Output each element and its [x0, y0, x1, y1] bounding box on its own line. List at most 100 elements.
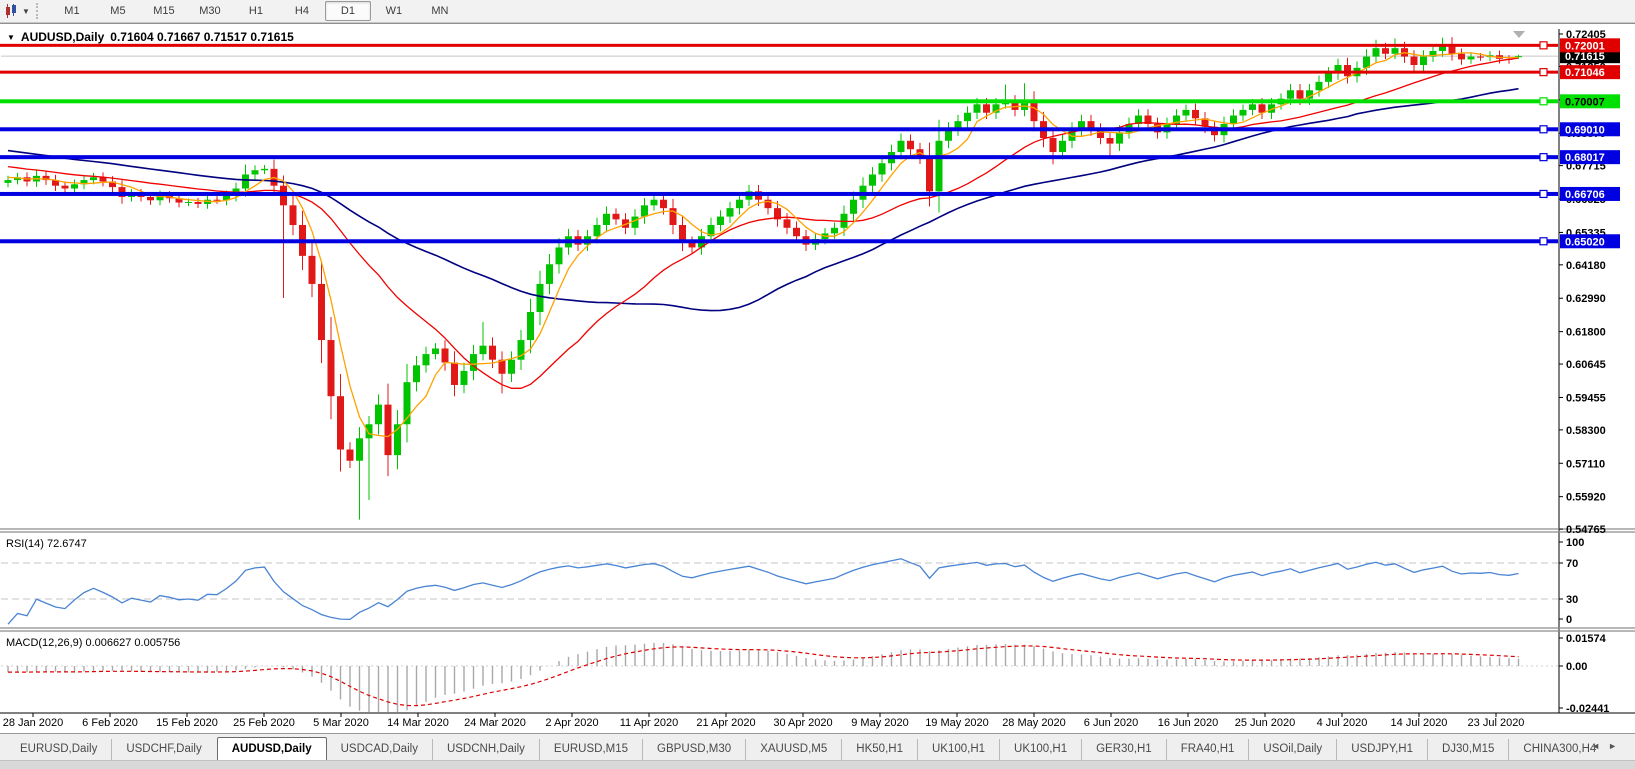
- price-tag-label: 0.69010: [1565, 124, 1605, 136]
- price-tag: [1560, 186, 1620, 201]
- price-axis-tick: 0.58300: [1566, 425, 1606, 437]
- macd-axis-label: -0.02441: [1566, 703, 1609, 715]
- price-tag: [1560, 38, 1620, 53]
- tab-EURUSD-Daily[interactable]: EURUSD,Daily: [20, 743, 98, 755]
- tab-USDCHF-Daily[interactable]: USDCHF,Daily: [111, 739, 215, 760]
- price-axis-tick: 0.57110: [1566, 458, 1605, 470]
- macd-values: 0.006627 0.005756: [85, 637, 181, 649]
- tab-bar: EURUSD,Daily USDCHF,Daily AUDUSD,Daily USDC…: [0, 733, 1635, 769]
- dropdown-triangle-icon[interactable]: ▼: [7, 32, 15, 42]
- date-axis-label: 25 Feb 2020: [233, 717, 295, 729]
- rsi-axis-label: 70: [1566, 558, 1578, 570]
- timeframe-button-M5[interactable]: M5: [110, 5, 126, 17]
- timeframe-button-M30[interactable]: M30: [199, 5, 221, 17]
- macd-axis-label: 0.00: [1566, 661, 1587, 673]
- price-tag: [1560, 150, 1620, 165]
- hline-0.71046: [0, 70, 1558, 74]
- macd-indicator-label: MACD(12,26,9) 0.006627 0.005756: [6, 637, 180, 649]
- tab-XAUUSD-M5[interactable]: XAUUSD,M5: [745, 739, 841, 760]
- tab-HK50-H1[interactable]: HK50,H1: [841, 739, 917, 760]
- hline-handle: [1539, 153, 1548, 162]
- date-axis-label: 28 Jan 2020: [3, 717, 64, 729]
- tab-USOil-Daily[interactable]: USOil,Daily: [1248, 739, 1336, 760]
- price-axis-tick: 0.60645: [1566, 359, 1606, 371]
- price-axis-tick: 0.62990: [1566, 293, 1606, 305]
- tab-FRA40-H1[interactable]: FRA40,H1: [1165, 739, 1249, 760]
- symbol-period-label: AUDUSD,Daily: [20, 30, 105, 44]
- hline-0.66706: [0, 191, 1558, 196]
- hline-0.68017: [0, 155, 1558, 160]
- tab-scroll-left-icon[interactable]: ◄: [1591, 741, 1609, 751]
- tabbar-bottom-strip: [0, 760, 1635, 769]
- date-axis-label: 14 Mar 2020: [387, 717, 449, 729]
- price-tag-label: 0.71046: [1565, 67, 1605, 79]
- ma-5: [7, 52, 1519, 438]
- chevron-down-icon[interactable]: ▼: [22, 6, 30, 16]
- hline-handle: [1539, 68, 1548, 77]
- tab-GBPUSD-M30[interactable]: GBPUSD,M30: [642, 739, 745, 760]
- timeframe-button-M1[interactable]: M1: [64, 5, 80, 17]
- hline-handle: [1539, 41, 1548, 50]
- date-axis-label: 4 Jul 2020: [1317, 717, 1368, 729]
- chart-type-icon[interactable]: [4, 4, 20, 18]
- price-tag: [1560, 234, 1620, 249]
- timeframe-button-W1[interactable]: W1: [385, 5, 403, 17]
- date-axis-label: 19 May 2020: [925, 717, 989, 729]
- date-axis-label: 16 Jun 2020: [1158, 717, 1219, 729]
- tab-AUDUSD-Daily[interactable]: AUDUSD,Daily: [216, 737, 327, 760]
- price-tag-label: 0.68017: [1565, 152, 1605, 164]
- tab-USDCNH-Daily[interactable]: USDCNH,Daily: [431, 739, 539, 760]
- hline-0.72001: [0, 43, 1558, 47]
- timeframe-button-H4[interactable]: H4: [294, 5, 309, 17]
- date-axis-label: 24 Mar 2020: [464, 717, 526, 729]
- hline-0.70007: [0, 99, 1558, 104]
- date-axis-label: 15 Feb 2020: [156, 717, 218, 729]
- rsi-value: 72.6747: [46, 538, 87, 550]
- date-axis-label: 30 Apr 2020: [773, 717, 832, 729]
- price-tag-label: 0.72001: [1565, 40, 1605, 52]
- ma-45: [7, 87, 1519, 312]
- tab-UK100-H1[interactable]: UK100,H1: [916, 739, 999, 760]
- hline-handle: [1539, 125, 1548, 134]
- timeframe-button-H1[interactable]: H1: [248, 5, 263, 17]
- tab-USDJPY-H1[interactable]: USDJPY,H1: [1336, 739, 1427, 760]
- price-chart[interactable]: 0.724050.712500.700600.688700.677150.665…: [0, 25, 1635, 734]
- timeframe-button-M15[interactable]: M15: [153, 5, 175, 17]
- hline-handle: [1539, 237, 1548, 246]
- hline-0.65020: [0, 239, 1558, 244]
- tab-UK100-H1[interactable]: UK100,H1: [999, 739, 1081, 760]
- tab-CHINA300-H4[interactable]: CHINA300,H4: [1508, 739, 1610, 760]
- rsi-axis-label: 100: [1566, 537, 1584, 549]
- symbol-tabs: EURUSD,Daily USDCHF,Daily AUDUSD,Daily USDC…: [0, 734, 1635, 760]
- date-axis-label: 21 Apr 2020: [696, 717, 755, 729]
- price-axis-tick: 0.59455: [1566, 392, 1606, 404]
- tab-scroll-right-icon[interactable]: ►: [1608, 741, 1625, 751]
- rsi-indicator-label: RSI(14) 72.6747: [6, 538, 87, 550]
- macd-axis-label: 0.01574: [1566, 633, 1607, 645]
- date-axis-label: 25 Jun 2020: [1235, 717, 1296, 729]
- timeframe-button-MN[interactable]: MN: [431, 5, 449, 17]
- price-tag-label: 0.71615: [1565, 51, 1605, 63]
- toolbar-grip: [35, 3, 41, 19]
- chart-shift-marker: [1513, 31, 1525, 38]
- price-axis-tick: 0.54765: [1566, 524, 1606, 536]
- tab-GER30-H1[interactable]: GER30,H1: [1081, 739, 1166, 760]
- tab-DJ30-M15[interactable]: DJ30,M15: [1426, 739, 1508, 760]
- rsi-line: [7, 558, 1519, 625]
- chart-window[interactable]: 0.724050.712500.700600.688700.677150.665…: [0, 23, 1635, 734]
- rsi-name: RSI(14): [6, 538, 44, 550]
- timeframe-button-D1[interactable]: D1: [324, 1, 371, 21]
- tab-EURUSD-M15[interactable]: EURUSD,M15: [538, 739, 642, 760]
- tab-USDCAD-Daily[interactable]: USDCAD,Daily: [340, 743, 418, 755]
- chart-title: ▼ AUDUSD,Daily 0.71604 0.71667 0.71517 0…: [7, 30, 294, 44]
- date-axis-label: 5 Mar 2020: [313, 717, 369, 729]
- date-axis-label: 9 May 2020: [851, 717, 908, 729]
- date-axis-label: 6 Jun 2020: [1084, 717, 1138, 729]
- macd-signal-line: [8, 645, 1519, 707]
- tab-scroll-arrows[interactable]: ◄►: [1591, 741, 1625, 751]
- timeframe-buttons: M1 M5 M15 M30 H1 H4 D1 W1 MN: [49, 1, 463, 21]
- date-axis-label: 23 Jul 2020: [1468, 717, 1525, 729]
- price-axis-tick: 0.64180: [1566, 260, 1606, 272]
- price-tag: [1560, 122, 1620, 137]
